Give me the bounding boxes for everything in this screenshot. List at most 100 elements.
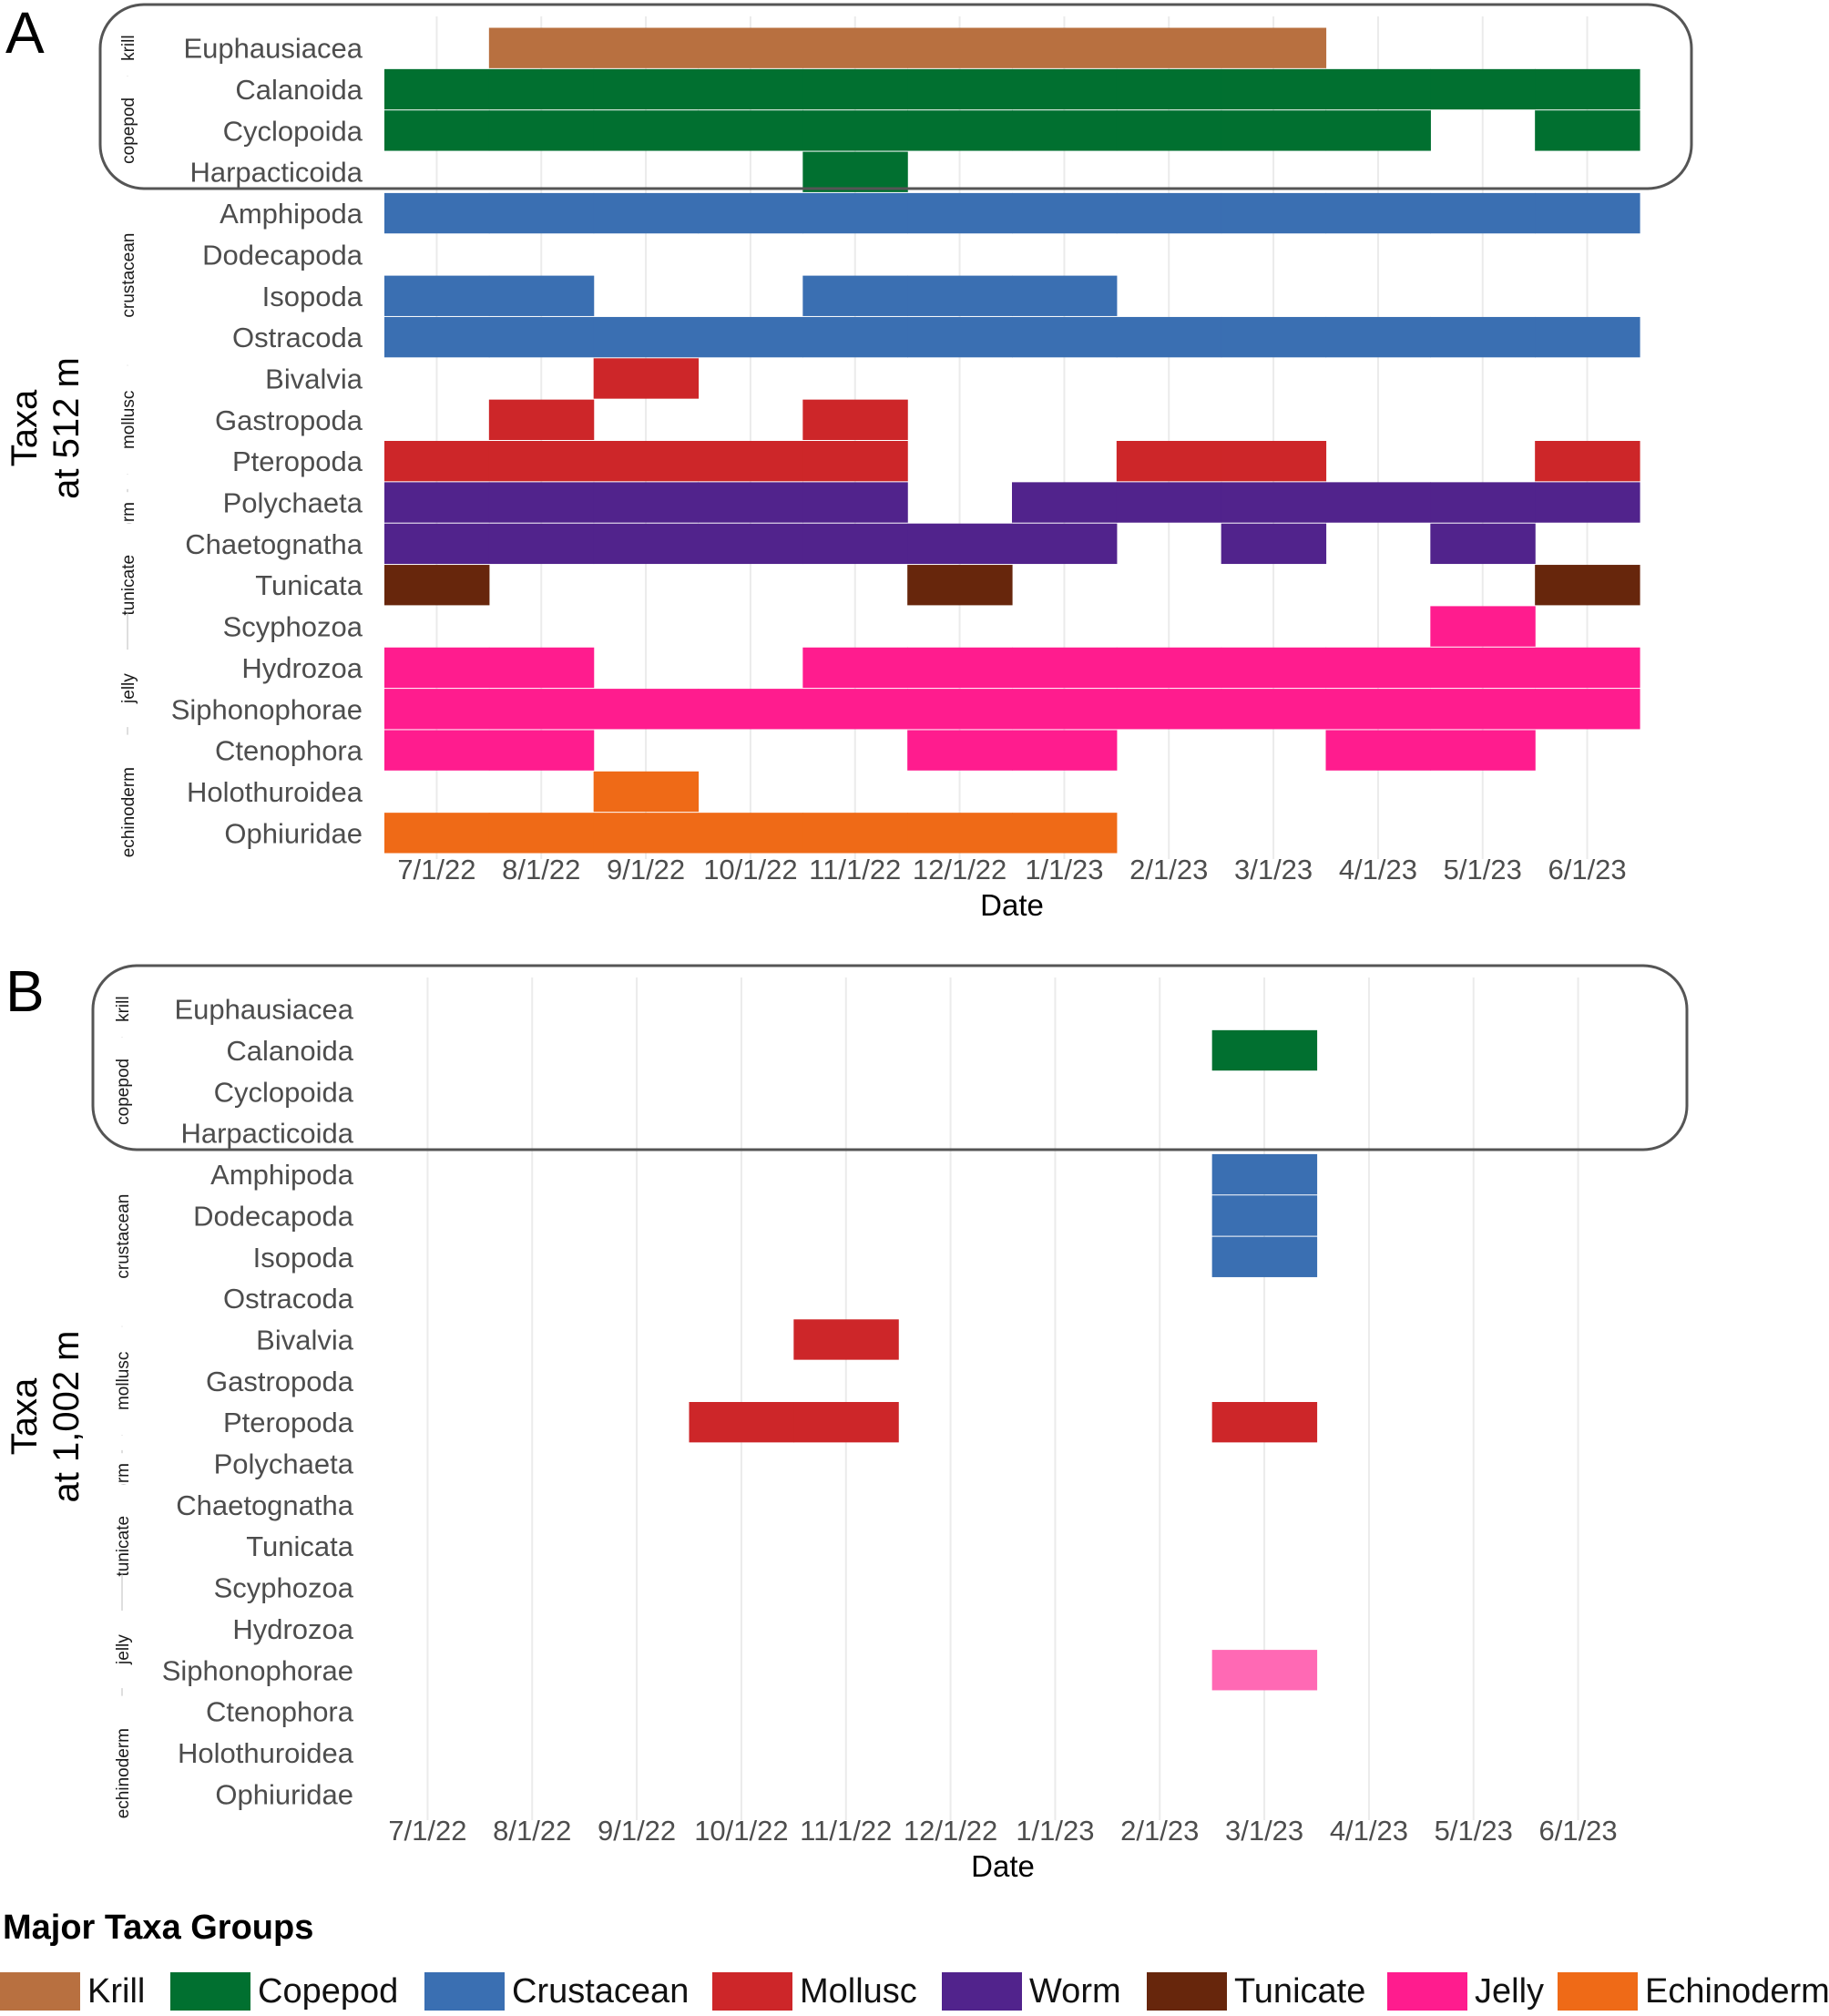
figure-canvas: Euphausiacea Calanoida Cyclopoida Harpactic…: [5, 0, 1693, 1883]
cell-calanoida-4-1-23: [1325, 68, 1431, 110]
cell-pteropoda-2-1-23: [1116, 441, 1222, 482]
taxon-label-harpacticoida: Harpacticoida: [180, 1118, 353, 1150]
legend-title: Major Taxa Groups: [3, 1909, 314, 1947]
cell-hydrozoa-12-1-22: [907, 647, 1013, 689]
taxon-label-gastropoda: Gastropoda: [206, 1366, 354, 1397]
taxon-label-euphausiacea: Euphausiacea: [184, 33, 363, 65]
cell-pteropoda-11-1-22: [802, 441, 908, 482]
group-label-jelly: jelly: [119, 673, 138, 704]
cell-scyphozoa-5-1-23: [1430, 606, 1536, 647]
cell-calanoida-6-1-23: [1535, 68, 1640, 110]
cell-hydrozoa-11-1-22: [802, 647, 908, 689]
cell-polychaeta-1-1-23: [1012, 482, 1118, 523]
cell-ctenophora-12-1-22: [907, 730, 1013, 771]
legend-label-worm: Worm: [1029, 1972, 1121, 2011]
cell-bivalvia-9-1-22: [593, 358, 700, 399]
panel-b: Euphausiacea Calanoida Cyclopoida Harpactic…: [5, 958, 1689, 1883]
cell-ostracoda-10-1-22: [698, 316, 803, 358]
cell-calanoida-9-1-22: [593, 68, 700, 110]
highlight-box-krill-copepod: [98, 3, 1693, 190]
cell-cyclopoida-2-1-23: [1116, 110, 1222, 151]
cell-ophiuridae-1-1-23: [1012, 813, 1118, 854]
cell-gastropoda-8-1-22: [488, 399, 595, 440]
cell-hydrozoa-2-1-23: [1116, 647, 1222, 689]
cell-euphausiacea-11-1-22: [802, 27, 908, 68]
cell-amphipoda-3-1-23: [1221, 192, 1327, 234]
group-label-bg: [111, 1695, 133, 1851]
cell-siphonophorae-3-1-23: [1211, 1650, 1318, 1691]
cell-pteropoda-7-1-22: [384, 441, 490, 482]
cell-holothuroidea-9-1-22: [593, 771, 700, 813]
group-label-bg: [111, 1037, 133, 1146]
cell-ostracoda-3-1-23: [1221, 316, 1327, 358]
cell-chaetognatha-7-1-22: [384, 523, 490, 565]
group-label-echinoderm: echinoderm: [114, 1728, 133, 1818]
y-axis-title-line: Taxa: [5, 389, 45, 466]
y-axis-title: Taxaat 1,002 m: [5, 1330, 87, 1502]
cell-polychaeta-9-1-22: [593, 482, 700, 523]
cell-cyclopoida-7-1-22: [384, 110, 490, 151]
x-tick-label: 2/1/23: [1129, 854, 1208, 885]
taxon-label-chaetognatha: Chaetognatha: [185, 528, 363, 560]
taxon-label-tunicata: Tunicata: [255, 569, 363, 601]
cell-polychaeta-10-1-22: [698, 482, 803, 523]
group-label-tunicate: tunicate: [119, 555, 138, 616]
cell-chaetognatha-9-1-22: [593, 523, 700, 565]
x-tick-label: 5/1/23: [1444, 854, 1522, 885]
cell-calanoida-5-1-23: [1430, 68, 1536, 110]
cell-calanoida-10-1-22: [698, 68, 803, 110]
cell-ophiuridae-9-1-22: [593, 813, 700, 854]
cell-ophiuridae-12-1-22: [907, 813, 1013, 854]
group-label-bg: [111, 970, 133, 1049]
cell-chaetognatha-8-1-22: [488, 523, 595, 565]
group-label-jelly: jelly: [114, 1634, 133, 1665]
cell-ctenophora-8-1-22: [488, 730, 595, 771]
cell-polychaeta-11-1-22: [802, 482, 908, 523]
cell-siphonophorae-10-1-22: [698, 689, 803, 730]
group-label-krill: krill: [114, 996, 133, 1022]
taxon-label-hydrozoa: Hydrozoa: [241, 652, 363, 684]
x-tick-label: 6/1/23: [1538, 1815, 1617, 1847]
cell-isopoda-12-1-22: [907, 275, 1013, 316]
cell-isopoda-8-1-22: [488, 275, 595, 316]
cell-euphausiacea-3-1-23: [1221, 27, 1327, 68]
cell-ostracoda-7-1-22: [384, 316, 490, 358]
taxon-label-pteropoda: Pteropoda: [223, 1407, 354, 1438]
taxon-label-ctenophora: Ctenophora: [206, 1696, 354, 1728]
cell-amphipoda-2-1-23: [1116, 192, 1222, 234]
cell-pteropoda-9-1-22: [593, 441, 700, 482]
panel-a: Euphausiacea Calanoida Cyclopoida Harpactic…: [5, 0, 1693, 922]
cell-isopoda-1-1-23: [1012, 275, 1118, 316]
taxon-label-calanoida: Calanoida: [235, 74, 363, 106]
cell-pteropoda-3-1-23: [1221, 441, 1327, 482]
taxon-label-holothuroidea: Holothuroidea: [187, 776, 363, 808]
group-label-bg: [111, 1611, 133, 1689]
legend-label-crustacean: Crustacean: [512, 1972, 690, 2011]
group-label-crustacean: crustacean: [114, 1194, 133, 1279]
cell-amphipoda-9-1-22: [593, 192, 700, 234]
cell-calanoida-3-1-23: [1221, 68, 1327, 110]
cell-calanoida-2-1-23: [1116, 68, 1222, 110]
x-tick-label: 7/1/22: [397, 854, 475, 885]
cell-tunicata-7-1-22: [384, 565, 490, 606]
cell-bivalvia-11-1-22: [793, 1319, 899, 1360]
cell-pteropoda-10-1-22: [689, 1402, 794, 1443]
group-label-copepod: copepod: [114, 1059, 133, 1125]
cell-amphipoda-6-1-23: [1535, 192, 1640, 234]
legend-swatch-crustacean: [424, 1972, 505, 2011]
cell-siphonophorae-12-1-22: [907, 689, 1013, 730]
cell-siphonophorae-7-1-22: [384, 689, 490, 730]
taxon-label-cyclopoida: Cyclopoida: [223, 115, 363, 147]
cell-cyclopoida-9-1-22: [593, 110, 700, 151]
x-tick-label: 8/1/22: [493, 1815, 571, 1847]
taxon-label-bivalvia: Bivalvia: [265, 363, 363, 394]
x-tick-label: 9/1/22: [607, 854, 685, 885]
cell-ctenophora-5-1-23: [1430, 730, 1536, 771]
y-axis-title-line: at 512 m: [46, 357, 87, 499]
cell-ctenophora-4-1-23: [1325, 730, 1431, 771]
cell-ostracoda-11-1-22: [802, 316, 908, 358]
x-tick-label: 4/1/23: [1330, 1815, 1408, 1847]
cell-calanoida-7-1-22: [384, 68, 490, 110]
cell-chaetognatha-3-1-23: [1221, 523, 1327, 565]
cell-hydrozoa-8-1-22: [488, 647, 595, 689]
